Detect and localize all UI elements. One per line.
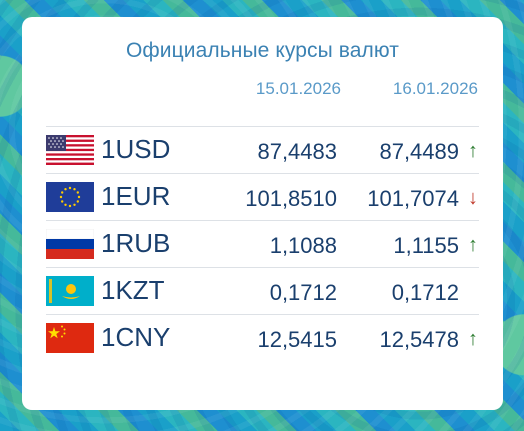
rate-row-rub: 1RUB 1,1088 1,1155 ↑ (46, 220, 479, 267)
rate-row-kzt: 1KZT 0,1712 0,1712 (46, 267, 479, 314)
currency-code: 1EUR (101, 181, 171, 211)
rate-current: 87,4489 (379, 139, 459, 164)
rate-previous: 0,1712 (269, 280, 337, 305)
currency-code: 1USD (101, 134, 171, 164)
currency-code: 1RUB (101, 228, 171, 258)
rate-row-usd: 1USD 87,4483 87,4489 ↑ (46, 126, 479, 173)
rate-current: 12,5478 (379, 327, 459, 352)
rate-row-cny: 1CNY 12,5415 12,5478 ↑ (46, 314, 479, 361)
date-current: 16.01.2026 (392, 79, 478, 98)
rate-previous: 87,4483 (257, 139, 337, 164)
rate-previous: 12,5415 (257, 327, 337, 352)
cn-flag-icon (46, 323, 94, 353)
trend-up-icon: ↑ (468, 140, 478, 162)
trend-down-icon: ↓ (468, 187, 478, 209)
rate-current: 0,1712 (391, 280, 459, 305)
currency-code: 1CNY (101, 322, 171, 352)
rate-previous: 1,1088 (269, 233, 337, 258)
exchange-rates-card: Официальные курсы валют 15.01.2026 16.01… (22, 17, 503, 410)
kz-flag-icon (46, 276, 94, 306)
rate-current: 1,1155 (393, 233, 459, 258)
rate-row-eur: 1EUR 101,8510 101,7074 ↓ (46, 173, 479, 220)
us-flag-icon (46, 135, 94, 165)
rates-table: 1USD 87,4483 87,4489 ↑ 1EUR 101,8510 (46, 126, 479, 361)
rate-current: 101,7074 (367, 186, 459, 211)
widget-title: Официальные курсы валют (125, 39, 400, 62)
ru-flag-icon (46, 229, 94, 259)
date-previous: 15.01.2026 (255, 79, 341, 98)
currency-code: 1KZT (101, 275, 165, 305)
trend-up-icon: ↑ (468, 234, 478, 256)
trend-up-icon: ↑ (468, 328, 478, 350)
eu-flag-icon (46, 182, 94, 212)
rate-previous: 101,8510 (245, 186, 337, 211)
